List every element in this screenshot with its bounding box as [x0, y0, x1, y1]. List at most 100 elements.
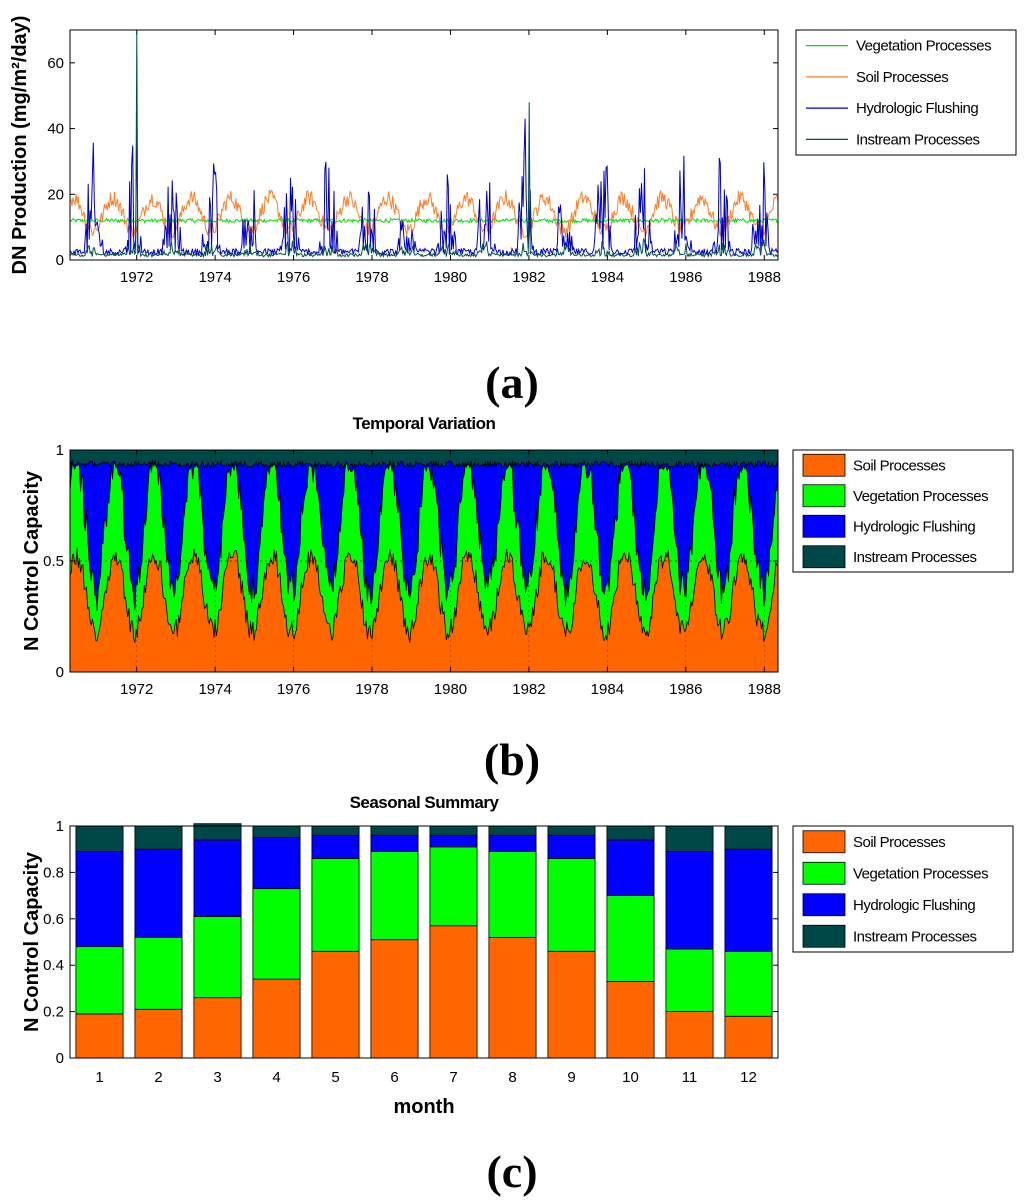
legend-swatch-instream-processes	[802, 545, 846, 569]
bar-instream-processes-month-6	[370, 825, 419, 836]
legend-label-instream-processes: Instream Processes	[853, 549, 977, 566]
chart-title: Temporal Variation	[353, 414, 496, 433]
area-boundary-line	[69, 547, 779, 643]
bar-vegetation-processes-month-7	[429, 846, 478, 927]
legend-swatch-instream-processes	[802, 924, 846, 948]
bar-soil-processes-month-11	[665, 1011, 714, 1059]
bar-hydrologic-flushing-month-6	[370, 834, 419, 852]
bar-vegetation-processes-month-2	[134, 936, 183, 1010]
bar-instream-processes-month-5	[311, 825, 360, 836]
legend-swatch-hydrologic-flushing	[802, 893, 846, 917]
x-tick-label: 3	[213, 1069, 221, 1086]
x-tick-label: 6	[390, 1069, 398, 1086]
bar-soil-processes-month-3	[193, 997, 242, 1059]
panel-caption: (c)	[486, 1146, 537, 1197]
bar-hydrologic-flushing-month-3	[193, 839, 242, 917]
y-tick-label: 20	[47, 186, 64, 203]
area-boundary-line	[69, 462, 779, 611]
x-tick-label: 8	[508, 1069, 516, 1086]
legend-label-instream-processes: Instream Processes	[856, 131, 980, 148]
legend-box	[795, 29, 1017, 156]
x-tick-label: 1980	[434, 269, 467, 286]
x-tick-label: 11	[682, 1069, 698, 1086]
bar-vegetation-processes-month-8	[488, 851, 537, 938]
series-line-hydrologic-flushing	[69, 115, 779, 257]
x-tick-label: 1988	[748, 269, 781, 286]
bar-vegetation-processes-month-10	[606, 895, 655, 982]
bar-instream-processes-month-9	[547, 825, 596, 836]
x-tick-label: 1976	[277, 681, 310, 698]
legend-label-vegetation-processes: Vegetation Processes	[853, 488, 988, 505]
x-tick-label: 7	[449, 1069, 457, 1086]
bar-hydrologic-flushing-month-4	[252, 837, 301, 890]
series-line-vegetation-processes	[69, 216, 778, 225]
bar-instream-processes-month-12	[724, 825, 773, 850]
y-tick-label: 60	[47, 55, 64, 72]
bar-instream-processes-month-4	[252, 825, 301, 839]
legend-label-soil-processes: Soil Processes	[853, 457, 945, 474]
legend-swatch-vegetation-processes	[802, 484, 846, 508]
bar-hydrologic-flushing-month-7	[429, 834, 478, 848]
panel-caption: (b)	[484, 734, 540, 785]
bar-vegetation-processes-month-9	[547, 858, 596, 952]
x-tick-label: 1984	[591, 269, 624, 286]
x-tick-label: 4	[272, 1069, 280, 1086]
bar-vegetation-processes-month-4	[252, 888, 301, 980]
x-tick-label: 1978	[355, 681, 388, 698]
series-line-soil-processes	[69, 189, 779, 239]
area-soil-processes	[70, 547, 778, 672]
legend-swatch-vegetation-processes	[802, 861, 846, 885]
bar-soil-processes-month-12	[724, 1015, 773, 1059]
panel-a-line-chart: 0 20 40 60 1972 1974 1976 1978 1980 1982 1984 1986 1…	[9, 16, 1017, 408]
bar-soil-processes-month-5	[311, 950, 360, 1059]
x-tick-label: 1972	[120, 269, 153, 286]
bar-hydrologic-flushing-month-11	[665, 851, 714, 950]
legend-label-hydrologic-flushing: Hydrologic Flushing	[853, 897, 975, 914]
plot-frame	[69, 825, 779, 1059]
legend-label-vegetation-processes: Vegetation Processes	[856, 38, 991, 55]
x-tick-label: 1984	[591, 681, 624, 698]
panel-caption: (a)	[485, 357, 539, 408]
x-tick-label: 1974	[198, 681, 231, 698]
y-axis-label: N Control Capacity	[21, 470, 43, 651]
x-tick-label: 1974	[198, 269, 231, 286]
bar-soil-processes-month-10	[606, 981, 655, 1059]
x-tick-label: 1976	[277, 269, 310, 286]
bar-hydrologic-flushing-month-10	[606, 839, 655, 896]
legend-swatch-soil-processes	[802, 453, 846, 477]
legend-label-soil-processes: Soil Processes	[853, 834, 945, 851]
x-tick-label: 1986	[669, 681, 702, 698]
legend-label-vegetation-processes: Vegetation Processes	[853, 865, 988, 882]
bar-instream-processes-month-1	[75, 825, 124, 852]
bar-vegetation-processes-month-11	[665, 948, 714, 1013]
x-tick-label: 1988	[748, 681, 781, 698]
x-tick-label: 1982	[512, 269, 545, 286]
bar-hydrologic-flushing-month-9	[547, 834, 596, 859]
legend-swatch-hydrologic-flushing	[802, 514, 846, 538]
bar-instream-processes-month-11	[665, 825, 714, 852]
x-tick-label: 2	[154, 1069, 162, 1086]
bar-hydrologic-flushing-month-8	[488, 834, 537, 852]
x-tick-label: 9	[567, 1069, 575, 1086]
series-line-instream-processes	[69, 29, 779, 259]
y-tick-label: 1	[56, 818, 64, 835]
bar-instream-processes-month-7	[429, 825, 478, 836]
y-tick-label: 0.5	[43, 553, 64, 570]
bar-soil-processes-month-2	[134, 1008, 183, 1059]
bar-vegetation-processes-month-3	[193, 916, 242, 999]
legend-label-hydrologic-flushing: Hydrologic Flushing	[853, 518, 975, 535]
x-tick-label: 12	[740, 1069, 757, 1086]
bar-soil-processes-month-7	[429, 925, 478, 1059]
legend-label-soil-processes: Soil Processes	[856, 69, 948, 86]
y-tick-label: 0.6	[43, 911, 64, 928]
y-tick-label: 40	[47, 121, 64, 138]
area-vegetation-processes	[70, 462, 778, 643]
bar-hydrologic-flushing-month-1	[75, 851, 124, 948]
y-tick-label: 1	[56, 442, 64, 459]
bar-instream-processes-month-8	[488, 825, 537, 836]
y-tick-label: 0.8	[43, 864, 64, 881]
bar-soil-processes-month-6	[370, 939, 419, 1059]
x-tick-label: 1972	[120, 681, 153, 698]
x-tick-label: 1982	[512, 681, 545, 698]
